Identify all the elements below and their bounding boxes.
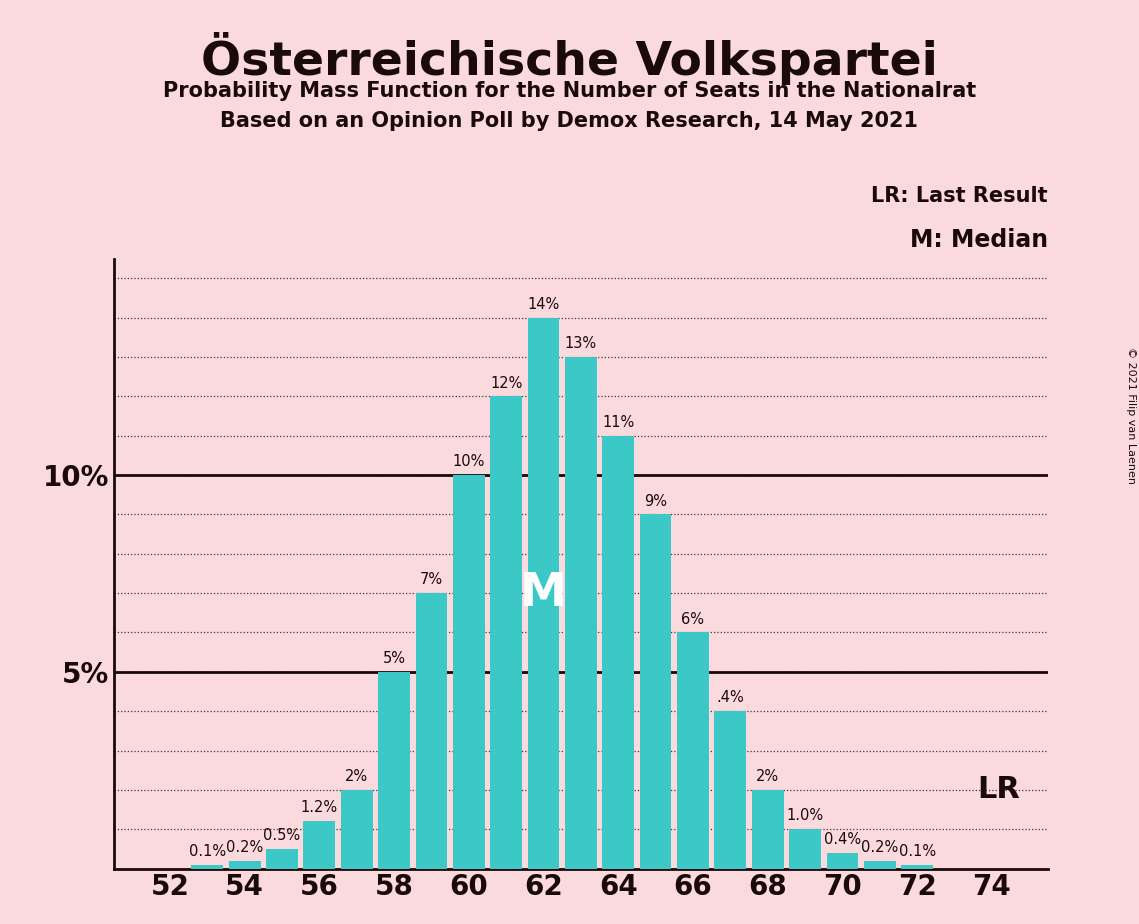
- Bar: [191, 865, 223, 869]
- Text: Probability Mass Function for the Number of Seats in the Nationalrat: Probability Mass Function for the Number…: [163, 81, 976, 102]
- Text: 10%: 10%: [452, 455, 485, 469]
- Bar: [863, 860, 895, 869]
- Text: 0.1%: 0.1%: [189, 844, 226, 858]
- Bar: [416, 593, 448, 869]
- Bar: [453, 475, 485, 869]
- Text: .4%: .4%: [716, 690, 744, 705]
- Bar: [303, 821, 335, 869]
- Text: LR: Last Result: LR: Last Result: [871, 186, 1048, 205]
- Text: Based on an Opinion Poll by Demox Research, 14 May 2021: Based on an Opinion Poll by Demox Resear…: [221, 111, 918, 131]
- Text: M: Median: M: Median: [910, 228, 1048, 252]
- Text: © 2021 Filip van Laenen: © 2021 Filip van Laenen: [1126, 347, 1136, 484]
- Bar: [901, 865, 933, 869]
- Bar: [640, 515, 672, 869]
- Text: 13%: 13%: [565, 336, 597, 351]
- Text: M: M: [521, 571, 567, 615]
- Bar: [603, 436, 634, 869]
- Bar: [378, 672, 410, 869]
- Text: 1.2%: 1.2%: [301, 800, 338, 816]
- Text: LR: LR: [977, 775, 1019, 805]
- Text: 7%: 7%: [420, 572, 443, 588]
- Bar: [752, 790, 784, 869]
- Text: 0.5%: 0.5%: [263, 828, 301, 843]
- Bar: [527, 318, 559, 869]
- Text: 11%: 11%: [603, 415, 634, 430]
- Text: 5%: 5%: [383, 650, 405, 666]
- Bar: [677, 633, 708, 869]
- Text: 9%: 9%: [645, 493, 667, 508]
- Text: 0.2%: 0.2%: [861, 840, 899, 855]
- Text: 2%: 2%: [345, 769, 368, 784]
- Text: 2%: 2%: [756, 769, 779, 784]
- Text: 0.2%: 0.2%: [226, 840, 263, 855]
- Bar: [229, 860, 261, 869]
- Text: 6%: 6%: [681, 612, 704, 626]
- Bar: [714, 711, 746, 869]
- Text: 12%: 12%: [490, 375, 523, 391]
- Bar: [267, 849, 298, 869]
- Text: 0.1%: 0.1%: [899, 844, 935, 858]
- Text: Österreichische Volkspartei: Österreichische Volkspartei: [202, 32, 937, 85]
- Text: 0.4%: 0.4%: [823, 832, 861, 847]
- Bar: [341, 790, 372, 869]
- Bar: [490, 396, 522, 869]
- Bar: [789, 829, 821, 869]
- Text: 14%: 14%: [527, 297, 559, 311]
- Bar: [827, 853, 859, 869]
- Bar: [565, 357, 597, 869]
- Text: 1.0%: 1.0%: [787, 808, 823, 823]
